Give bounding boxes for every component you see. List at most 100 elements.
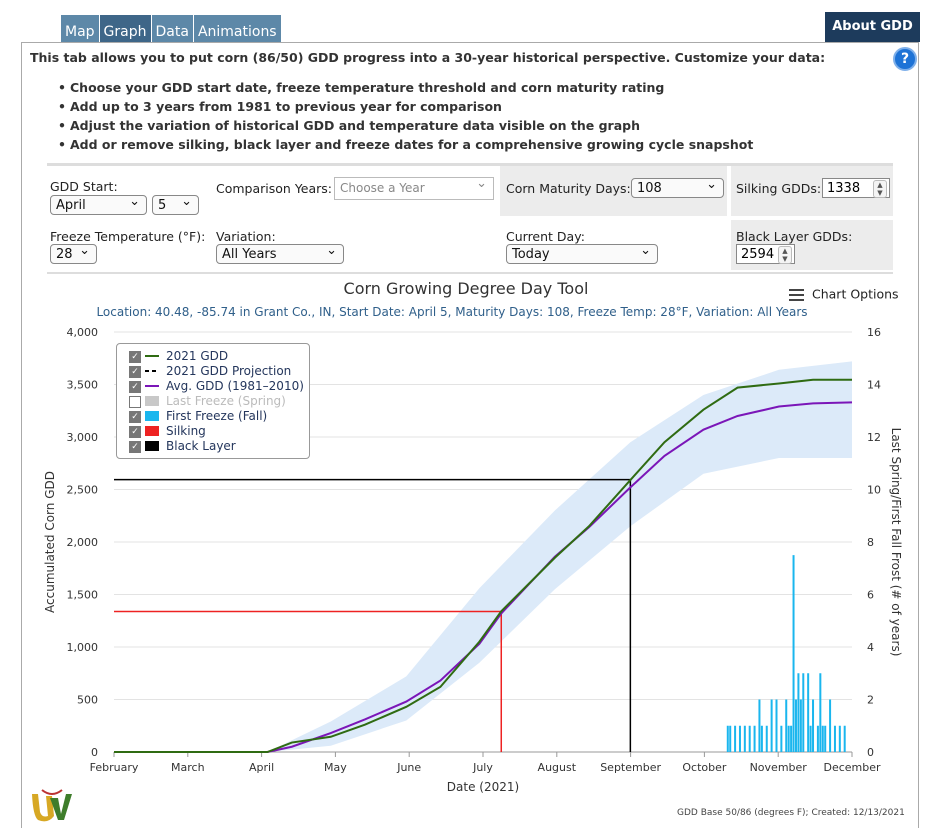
x-tick-label: April: [249, 761, 274, 774]
current-day-select[interactable]: Today: [506, 241, 658, 264]
y2-tick-label: 0: [867, 746, 874, 759]
freeze-bar: [797, 673, 800, 752]
menu-icon: [789, 286, 804, 304]
gdd-start-day-select[interactable]: 5: [152, 192, 199, 215]
silking-gdd-label: Silking GDDs:: [736, 181, 822, 196]
freeze-bar: [753, 725, 756, 752]
y2-tick-label: 4: [867, 641, 874, 654]
tab-animations[interactable]: Animations: [193, 15, 282, 42]
checkbox[interactable]: [129, 396, 141, 408]
chart-options-label: Chart Options: [812, 286, 899, 302]
freeze-bar: [812, 699, 815, 752]
gdd-start-label: GDD Start:: [50, 179, 118, 194]
freeze-bar: [799, 699, 802, 752]
y2-tick-label: 16: [867, 326, 881, 339]
stepper-icon[interactable]: ▲ ▼: [873, 180, 887, 198]
color-swatch: [145, 396, 159, 406]
freeze-bar: [726, 725, 729, 752]
chart-title: Corn Growing Degree Day Tool: [343, 279, 589, 298]
freeze-bar: [794, 699, 797, 752]
y-tick-label: 4,000: [67, 326, 99, 339]
silking-gdd-input[interactable]: 1338 ▲ ▼: [822, 178, 890, 198]
list-item: Adjust the variation of historical GDD a…: [58, 116, 753, 135]
y-tick-label: 1,000: [67, 641, 99, 654]
line-swatch: [145, 370, 159, 372]
x-tick-label: October: [682, 761, 726, 774]
freeze-bar: [785, 699, 788, 752]
x-tick-label: June: [396, 761, 421, 774]
variation-band: [267, 361, 852, 752]
freeze-bar: [816, 725, 819, 752]
series-line-2021-gdd: [114, 378, 852, 753]
freeze-bar: [824, 725, 827, 752]
list-item: Choose your GDD start date, freeze tempe…: [58, 78, 753, 97]
black-layer-gdd-label: Black Layer GDDs:: [736, 229, 853, 244]
black-layer-gdd-input[interactable]: 2594 ▲ ▼: [736, 244, 795, 264]
chart-options-button[interactable]: Chart Options: [789, 286, 899, 304]
y2-axis-label: Last Spring/First Fall Frost (# of years…: [889, 428, 903, 657]
freeze-bar: [787, 725, 790, 752]
y2-tick-label: 6: [867, 589, 874, 602]
comparison-years-label: Comparison Years:: [216, 181, 333, 196]
freeze-bar: [843, 725, 846, 752]
freeze-bar: [838, 725, 841, 752]
checkbox[interactable]: ✓: [129, 366, 141, 378]
y2-tick-label: 12: [867, 431, 881, 444]
list-item: Add or remove silking, black layer and f…: [58, 135, 753, 154]
help-icon[interactable]: ?: [893, 47, 917, 71]
color-swatch: [145, 426, 159, 436]
about-gdd-button[interactable]: About GDD: [825, 12, 920, 42]
current-day-label: Current Day:: [506, 229, 585, 244]
feature-list: Choose your GDD start date, freeze tempe…: [58, 78, 753, 154]
stepper-icon[interactable]: ▲ ▼: [778, 246, 792, 264]
line-swatch: [145, 385, 159, 387]
x-tick-label: August: [538, 761, 577, 774]
black-layer-gdd-value: 2594: [741, 247, 775, 262]
tab-graph[interactable]: Graph: [99, 15, 152, 42]
checkbox[interactable]: ✓: [129, 411, 141, 423]
tab-map[interactable]: Map: [61, 15, 100, 42]
x-tick-label: March: [171, 761, 205, 774]
y-tick-label: 3,000: [67, 431, 99, 444]
y-axis-label: Accumulated Corn GDD: [43, 471, 57, 613]
freeze-bar: [758, 699, 761, 752]
freeze-bar: [807, 673, 810, 752]
chart-footer: GDD Base 50/86 (degrees F); Created: 12/…: [677, 808, 905, 818]
x-tick-label: February: [90, 761, 139, 774]
y2-tick-label: 2: [867, 694, 874, 707]
x-tick-label: July: [472, 761, 493, 774]
freeze-bar: [802, 673, 805, 752]
tab-data[interactable]: Data: [151, 15, 194, 42]
y2-tick-label: 8: [867, 536, 874, 549]
freeze-bar: [809, 725, 812, 752]
checkbox[interactable]: ✓: [129, 426, 141, 438]
y2-tick-label: 10: [867, 484, 881, 497]
chart-legend: ✓ 2021 GDD ✓ 2021 GDD Projection ✓ Avg. GDD…: [116, 343, 310, 459]
y-tick-label: 1,500: [67, 589, 99, 602]
maturity-days-select[interactable]: 108: [631, 175, 724, 198]
freeze-bar: [829, 699, 832, 752]
gdd-start-month-select[interactable]: April: [50, 192, 147, 215]
freeze-bar: [748, 725, 751, 752]
variation-label: Variation:: [216, 229, 276, 244]
freeze-bar: [819, 673, 822, 752]
variation-select[interactable]: All Years: [216, 241, 344, 264]
list-item: Add up to 3 years from 1981 to previous …: [58, 97, 753, 116]
chart-subtitle: Location: 40.48, -85.74 in Grant Co., IN…: [96, 305, 808, 319]
comparison-years-select[interactable]: Choose a Year: [334, 174, 494, 200]
y-tick-label: 0: [91, 746, 98, 759]
y-tick-label: 3,500: [67, 379, 99, 392]
checkbox[interactable]: ✓: [129, 351, 141, 363]
maturity-days-label: Corn Maturity Days:: [506, 181, 631, 196]
checkbox[interactable]: ✓: [129, 441, 141, 453]
checkbox[interactable]: ✓: [129, 381, 141, 393]
freeze-bar: [743, 725, 746, 752]
freeze-bar: [729, 725, 732, 752]
freeze-temp-select[interactable]: 28: [50, 241, 97, 264]
freeze-bar: [760, 725, 763, 752]
freeze-bar: [770, 699, 773, 752]
silking-gdd-value: 1338: [827, 181, 861, 196]
controls-panel: GDD Start: April 5 Comparison Years: Cho…: [47, 163, 893, 274]
color-swatch: [145, 441, 159, 451]
